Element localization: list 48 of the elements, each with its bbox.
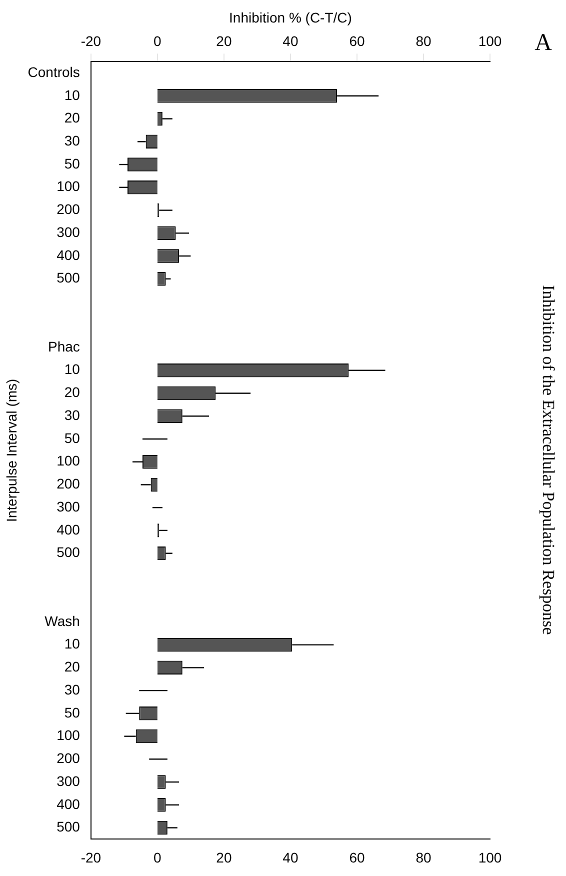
y-tick-label: 50 (64, 155, 80, 172)
y-tick-label: Controls (28, 64, 80, 80)
y-tick-label: 200 (56, 750, 80, 766)
x-tick-label: 20 (216, 849, 232, 866)
y-axis-title: Interpulse Interval (ms) (3, 378, 20, 522)
y-tick-label: 200 (56, 476, 80, 492)
text: Inhibition of the Extracellular Population Response (538, 284, 558, 637)
y-tick-label: 30 (64, 681, 80, 698)
x2-tick-label: 60 (349, 33, 365, 50)
y-tick-label: 10 (64, 361, 80, 378)
y-tick-label: 20 (64, 384, 80, 400)
y-tick-label: 30 (64, 132, 80, 149)
y-tick-label: 20 (64, 658, 80, 675)
y-tick-label: 300 (56, 224, 80, 240)
y-tick-label: 200 (56, 201, 80, 218)
y-tick-label: 400 (56, 521, 80, 538)
x2-tick-label: 0 (154, 33, 162, 50)
x-tick-label: 80 (416, 849, 432, 866)
y-tick-label: 10 (64, 636, 80, 652)
y-tick-label: Phac (48, 338, 80, 354)
y-tick-label: 400 (56, 796, 80, 812)
y-tick-label: 100 (56, 727, 80, 744)
y-tick-label: 50 (64, 430, 80, 446)
y-tick-label: 300 (56, 772, 80, 789)
x2-tick-label: 80 (416, 33, 432, 50)
x2-tick-label: 20 (216, 33, 232, 50)
y-tick-label: 10 (64, 86, 80, 103)
x-tick-label: 0 (154, 849, 162, 866)
x-tick-label: 40 (282, 849, 298, 866)
y-tick-label: 300 (56, 498, 80, 514)
y-tick-label: 500 (56, 818, 80, 835)
y-tick-label: 400 (56, 246, 80, 263)
y-tick-label: 100 (56, 452, 80, 469)
x2-tick-label: 100 (478, 33, 502, 50)
y-tick-label: Wash (44, 612, 80, 629)
y-tick-label: 50 (64, 704, 80, 720)
x-tick-label: 100 (478, 849, 502, 866)
x-tick-label: 60 (349, 849, 365, 866)
y-tick-label: 20 (64, 110, 80, 126)
x2-axis-title: Inhibition % (C-T/C) (229, 9, 352, 26)
y-tick-label: 500 (56, 544, 80, 560)
x2-tick-label: -20 (80, 33, 102, 50)
y-tick-label: 100 (56, 178, 80, 194)
x-tick-label: -20 (80, 849, 102, 866)
text: A (534, 30, 552, 57)
x2-tick-label: 40 (282, 33, 298, 50)
y-tick-label: 500 (56, 270, 80, 286)
y-tick-label: 30 (64, 406, 80, 423)
